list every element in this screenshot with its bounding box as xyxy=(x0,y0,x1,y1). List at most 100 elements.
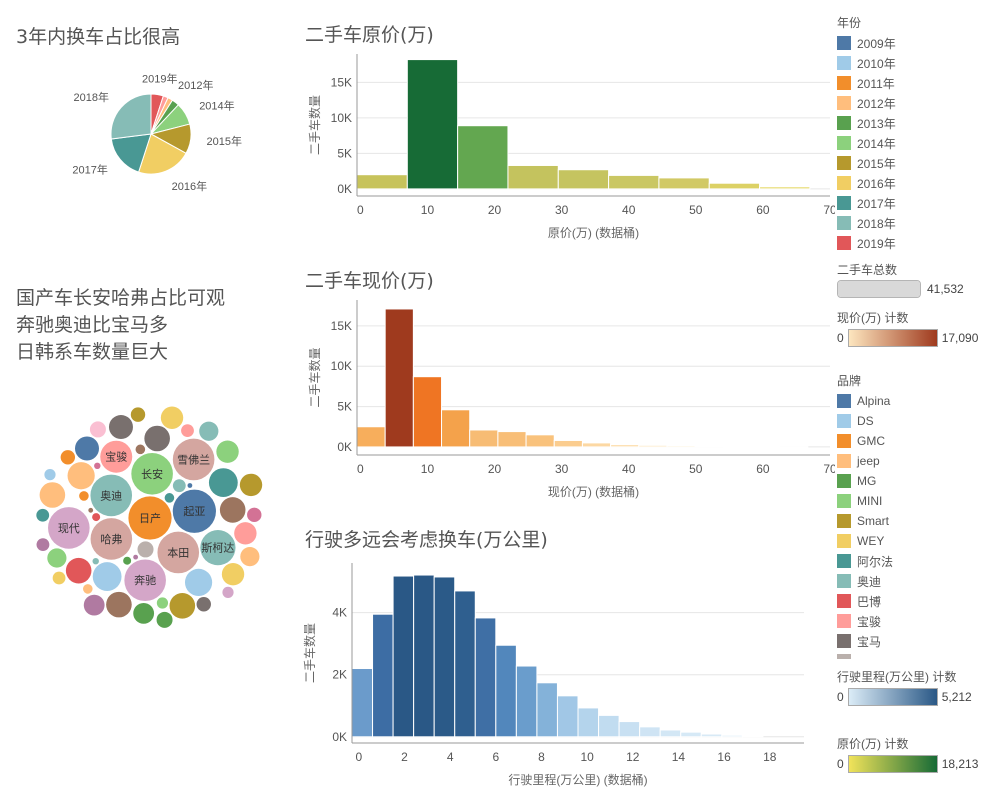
brand-bubble[interactable] xyxy=(164,493,175,503)
brand-bubble[interactable] xyxy=(60,450,76,465)
orig-bar[interactable] xyxy=(759,186,811,190)
orig-bar[interactable] xyxy=(406,59,459,190)
cur-bar[interactable] xyxy=(525,434,555,448)
brand-bubble[interactable] xyxy=(133,554,139,560)
mile-bar[interactable] xyxy=(598,714,620,738)
brand-legend-item[interactable]: MG xyxy=(837,471,997,491)
year-legend-item[interactable]: 2017年 xyxy=(837,193,997,213)
cur-bar[interactable] xyxy=(722,446,753,448)
brand-bubble[interactable] xyxy=(133,602,155,624)
brand-legend-item[interactable]: MINI xyxy=(837,491,997,511)
brand-bubble[interactable] xyxy=(94,462,101,470)
brand-bubble[interactable] xyxy=(83,594,105,616)
brand-bubble[interactable] xyxy=(157,531,200,574)
orig-bar[interactable] xyxy=(507,164,559,190)
brand-legend-item[interactable]: GMC xyxy=(837,431,997,451)
brand-bubble[interactable] xyxy=(216,440,239,463)
brand-legend-item[interactable]: Smart xyxy=(837,511,997,531)
brand-bubble[interactable] xyxy=(160,406,184,429)
brand-bubble[interactable] xyxy=(199,421,219,441)
year-legend-item[interactable]: 2011年 xyxy=(837,73,997,93)
brand-bubble[interactable] xyxy=(172,489,216,533)
brand-legend-item[interactable]: jeep xyxy=(837,451,997,471)
year-legend-item[interactable]: 2010年 xyxy=(837,53,997,73)
brand-bubble[interactable] xyxy=(92,557,99,565)
mile-bar[interactable] xyxy=(556,695,579,738)
brand-bubble[interactable] xyxy=(74,436,99,461)
brand-bubble[interactable] xyxy=(47,548,67,568)
cur-bar[interactable] xyxy=(694,445,724,448)
brand-legend-item[interactable]: 奥迪 xyxy=(837,571,997,591)
brand-legend[interactable]: 品牌 Alpina DS GMC jeep MG MINI Smart WEY 阿尔法 奥迪 巴博宝… xyxy=(837,372,997,659)
cur-bar[interactable] xyxy=(779,446,809,448)
brand-bubble[interactable] xyxy=(221,562,245,586)
brand-bubble[interactable] xyxy=(172,479,186,493)
mile-bar[interactable] xyxy=(721,734,743,738)
brand-bubble[interactable] xyxy=(92,513,101,522)
brand-legend-item[interactable]: DS xyxy=(837,411,997,431)
cur-bar[interactable] xyxy=(497,431,527,448)
mile-bar[interactable] xyxy=(413,574,435,738)
year-legend-item[interactable]: 2009年 xyxy=(837,33,997,53)
brand-bubble[interactable] xyxy=(181,424,194,438)
brand-bubble[interactable] xyxy=(36,508,50,522)
brand-bubble[interactable] xyxy=(92,562,122,591)
mile-bar[interactable] xyxy=(577,707,600,738)
brand-legend-item[interactable]: Alpina xyxy=(837,391,997,411)
brand-bubble[interactable] xyxy=(219,497,246,523)
orig-bar[interactable] xyxy=(557,169,610,190)
cur-bar[interactable] xyxy=(751,446,781,448)
brand-legend-item[interactable] xyxy=(837,651,997,659)
cur-bar[interactable] xyxy=(666,445,696,448)
brand-bubble[interactable] xyxy=(52,571,66,585)
brand-bubble[interactable] xyxy=(128,496,172,540)
year-legend-item[interactable]: 2012年 xyxy=(837,93,997,113)
brand-bubble[interactable] xyxy=(100,440,133,473)
orig-bar[interactable] xyxy=(356,174,408,190)
cur-bar[interactable] xyxy=(412,376,443,448)
brand-bubble[interactable] xyxy=(44,469,56,481)
brand-bubble[interactable] xyxy=(108,415,133,440)
brand-bubble[interactable] xyxy=(106,591,132,618)
mile-bar[interactable] xyxy=(639,726,661,738)
mile-bar[interactable] xyxy=(433,576,456,738)
year-legend-item[interactable]: 2015年 xyxy=(837,153,997,173)
brand-bubble[interactable] xyxy=(36,538,50,552)
brand-bubble[interactable] xyxy=(82,584,93,594)
pie-slice[interactable] xyxy=(138,133,187,175)
cur-bar[interactable] xyxy=(356,426,386,448)
brand-bubble[interactable] xyxy=(234,522,257,545)
year-legend-item[interactable]: 2018年 xyxy=(837,213,997,233)
brand-bubble[interactable] xyxy=(196,597,211,612)
mile-bar[interactable] xyxy=(700,733,723,738)
brand-bubble[interactable] xyxy=(67,462,95,490)
brand-bubble[interactable] xyxy=(172,438,215,481)
brand-bubble[interactable] xyxy=(90,518,133,560)
brand-bubble[interactable] xyxy=(131,453,173,495)
mile-bar[interactable] xyxy=(495,644,517,738)
brand-bubble[interactable] xyxy=(135,444,146,455)
brand-bubble[interactable] xyxy=(137,541,154,558)
brand-bubble[interactable] xyxy=(156,597,169,609)
year-legend-item[interactable]: 2013年 xyxy=(837,113,997,133)
cur-bar[interactable] xyxy=(384,308,414,448)
mile-bar[interactable] xyxy=(618,721,641,738)
brand-bubble[interactable] xyxy=(169,593,196,619)
mile-bar[interactable] xyxy=(392,575,415,738)
year-legend-item[interactable]: 2014年 xyxy=(837,133,997,153)
brand-bubble[interactable] xyxy=(48,507,90,549)
brand-bubble[interactable] xyxy=(89,421,106,438)
brand-legend-item[interactable]: 阿尔法 xyxy=(837,551,997,571)
brand-bubble[interactable] xyxy=(144,425,170,452)
brand-bubble[interactable] xyxy=(239,473,263,497)
brand-bubble[interactable] xyxy=(79,491,89,501)
brand-bubble[interactable] xyxy=(124,559,166,602)
brand-legend-item[interactable]: 宝骏 xyxy=(837,611,997,631)
brand-bubble[interactable] xyxy=(123,556,132,565)
brand-bubble[interactable] xyxy=(88,507,94,513)
mile-bar[interactable] xyxy=(659,729,682,738)
brand-bubble[interactable] xyxy=(247,507,262,523)
mile-bar[interactable] xyxy=(454,590,476,738)
year-legend-item[interactable]: 2016年 xyxy=(837,173,997,193)
cur-bar[interactable] xyxy=(469,429,499,448)
